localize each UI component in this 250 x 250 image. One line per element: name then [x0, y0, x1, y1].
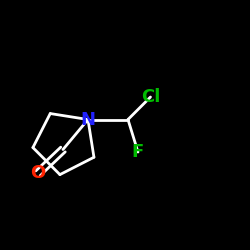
Text: Cl: Cl: [141, 88, 160, 106]
Text: F: F: [132, 143, 144, 161]
Text: N: N: [80, 110, 96, 128]
Text: O: O: [30, 164, 46, 182]
